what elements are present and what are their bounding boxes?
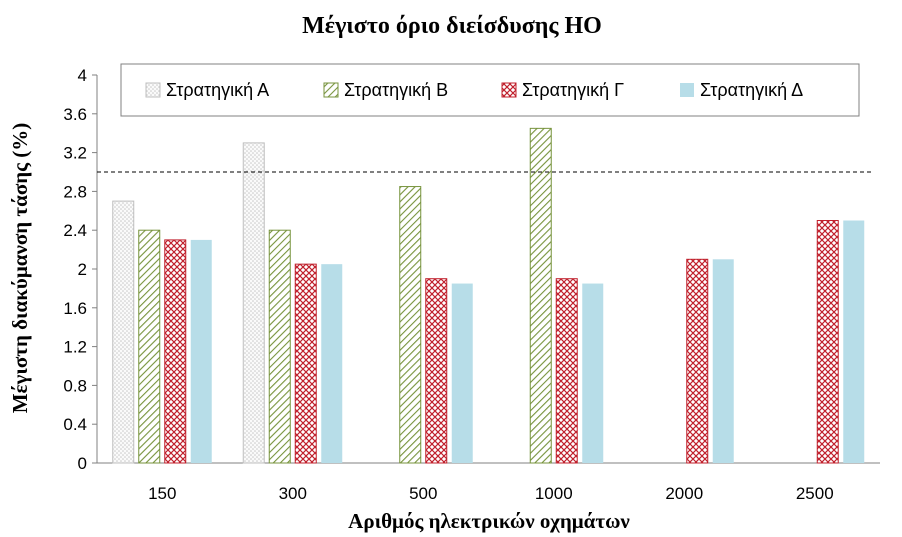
bar — [164, 239, 187, 464]
bar — [294, 263, 317, 464]
x-category-label: 300 — [279, 484, 307, 503]
legend-label: Στρατηγική Γ — [522, 80, 624, 100]
legend-swatch — [323, 82, 339, 98]
chart-title: Μέγιστο όριο διείσδυσης ΗΟ — [302, 13, 602, 39]
y-tick-label: 0 — [78, 454, 87, 473]
x-category-label: 2000 — [665, 484, 703, 503]
y-tick-label: 0.4 — [63, 415, 87, 434]
plot-area: 0 0.4 0.8 1.2 1.6 2 2.4 2.8 3.2 3.6 4 150 300 500 100… — [63, 66, 880, 503]
bar — [112, 200, 135, 464]
bar — [712, 259, 734, 463]
legend-label: Στρατηγική Α — [166, 80, 269, 100]
y-tick-label: 4 — [78, 66, 87, 85]
bar — [816, 220, 839, 464]
bar — [582, 283, 604, 463]
legend: Στρατηγική Α Στρατηγική Β Στρατηγική Γ Στρα… — [120, 63, 860, 117]
bar — [529, 127, 552, 464]
y-tick-label: 2.8 — [63, 182, 87, 201]
x-category-label: 500 — [409, 484, 437, 503]
x-category-label: 2500 — [796, 484, 834, 503]
y-tick-label: 3.6 — [63, 105, 87, 124]
legend-swatch — [145, 82, 161, 98]
y-tick-label: 0.8 — [63, 376, 87, 395]
x-axis-title: Αριθμός ηλεκτρικών οχημάτων — [348, 509, 630, 533]
y-tick-label: 2 — [78, 260, 87, 279]
bar — [268, 229, 291, 464]
bar — [242, 142, 265, 464]
bar — [425, 278, 448, 464]
y-tick-label: 1.2 — [63, 338, 87, 357]
x-category-label: 1000 — [535, 484, 573, 503]
bar — [399, 186, 422, 464]
y-tick-label: 1.6 — [63, 299, 87, 318]
y-tick-label: 2.4 — [63, 221, 87, 240]
legend-label: Στρατηγική Δ — [700, 80, 803, 100]
y-tick-label: 3.2 — [63, 144, 87, 163]
legend-swatch — [501, 82, 517, 98]
bar — [190, 239, 212, 463]
y-axis-title: Μέγιστη διακύμανση τάσης (%) — [8, 123, 32, 414]
bar — [843, 220, 865, 463]
legend-label: Στρατηγική Β — [344, 80, 448, 100]
x-category-label: 150 — [148, 484, 176, 503]
bar — [451, 283, 473, 463]
bar — [555, 278, 578, 464]
legend-box — [120, 63, 860, 117]
legend-swatch — [680, 83, 694, 97]
bar — [321, 264, 343, 463]
bar — [686, 258, 709, 464]
bar — [138, 229, 161, 464]
